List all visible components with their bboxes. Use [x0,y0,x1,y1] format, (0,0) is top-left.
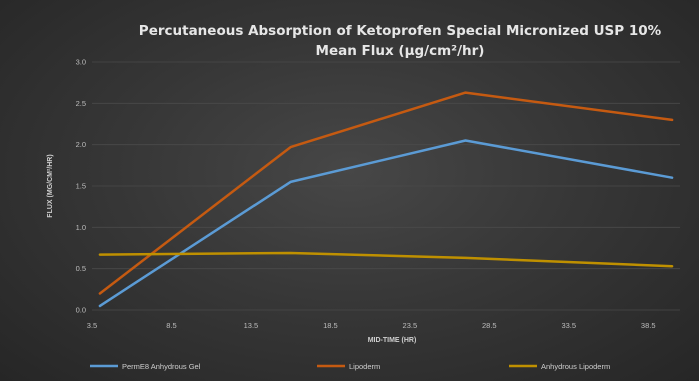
legend-label: Lipoderm [349,362,380,371]
y-tick-label: 3.0 [76,58,86,67]
x-tick-label: 18.5 [323,321,338,330]
legend-label: PermE8 Anhydrous Gel [122,362,201,371]
series-lines [98,91,674,308]
x-tick-label: 23.5 [403,321,418,330]
x-tick-label: 3.5 [87,321,97,330]
x-axis-title: MID-TIME (HR) [368,337,417,344]
x-tick-label: 13.5 [244,321,259,330]
y-axis-title: FLUX (MG/CM²/HR) [47,154,54,217]
legend: PermE8 Anhydrous Gel Lipoderm Anhydrous Li… [90,362,610,371]
x-tick-label: 8.5 [166,321,176,330]
gridlines [92,61,680,311]
legend-label: Anhydrous Lipoderm [541,362,610,371]
y-tick-label: 1.0 [76,223,86,232]
chart-title-line2: Mean Flux (μg/cm²/hr) [316,43,485,59]
series-line-anhydrous-lipoderm [98,251,674,268]
series-line-lipoderm [98,91,674,295]
y-tick-label: 1.5 [76,182,86,191]
y-tick-label: 2.5 [76,99,86,108]
x-tick-label: 28.5 [482,321,497,330]
x-tick-label: 33.5 [561,321,576,330]
chart-title-line1: Percutaneous Absorption of Ketoprofen Sp… [139,23,662,39]
y-axis-ticks: 0.0 0.5 1.0 1.5 2.0 2.5 3.0 [76,58,86,315]
series-line-perme8-anhydrous-gel [98,139,674,308]
y-tick-label: 2.0 [76,140,86,149]
y-tick-label: 0.5 [76,264,86,273]
x-axis-ticks: 3.5 8.5 13.5 18.5 23.5 28.5 33.5 38.5 [87,321,656,330]
y-tick-label: 0.0 [76,306,86,315]
x-tick-label: 38.5 [641,321,656,330]
